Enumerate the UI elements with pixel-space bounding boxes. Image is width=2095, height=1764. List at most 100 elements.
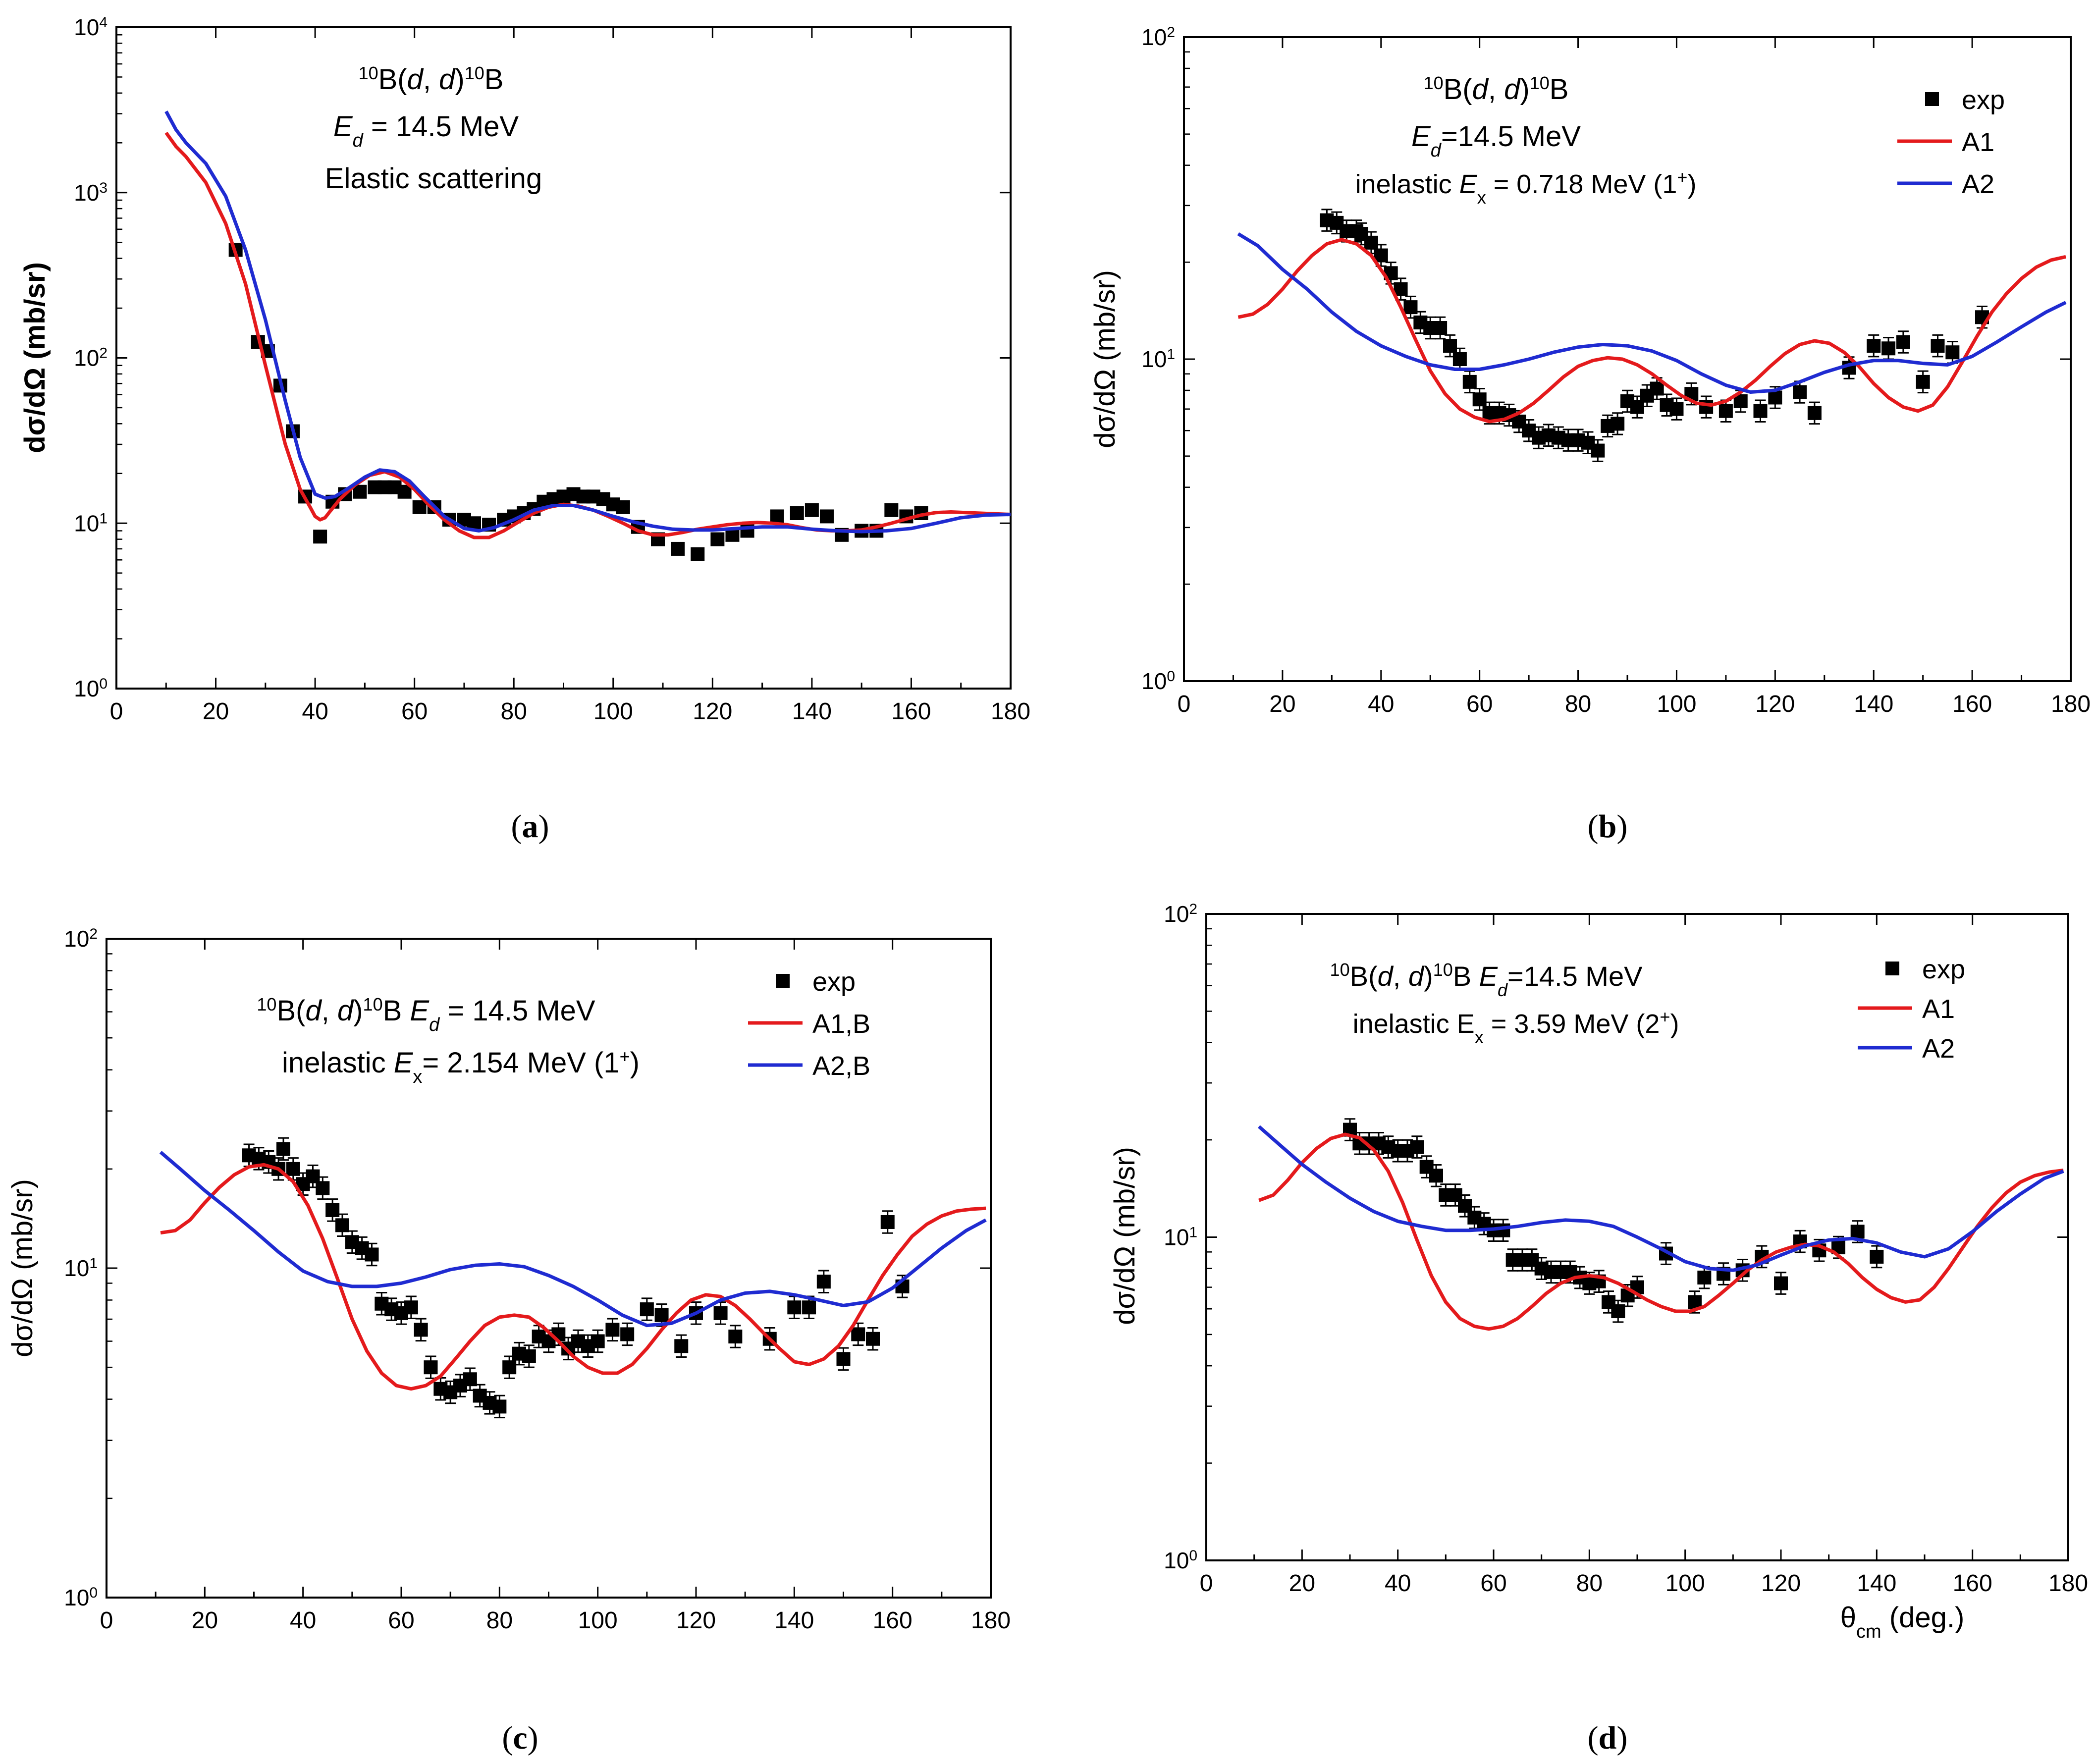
panel-c-x-tick-label: 0 — [100, 1607, 113, 1634]
panel-c-data-point — [591, 1334, 605, 1348]
panel-d-x-tick-label: 0 — [1200, 1570, 1213, 1597]
panel-a-reaction-label: Elastic scattering — [325, 162, 542, 195]
panel-b-series-a2-line — [1237, 232, 2067, 394]
panel-a-y-label: dσ/dΩ (mb/sr) — [19, 262, 51, 453]
panel-c-series — [159, 1137, 987, 1419]
panel-c: 0 20 40 60 80 100 120 140 160 180 100 101 102 dσ/dΩ… — [6, 926, 1011, 1757]
panel-c-data-point — [492, 1399, 507, 1414]
panel-a-series-a2-line — [164, 110, 1011, 534]
panel-b-series-a1-line — [1237, 238, 2066, 424]
panel-d-series-a2-line — [1257, 1125, 2064, 1272]
panel-b-legend-exp-marker — [1925, 92, 1939, 106]
panel-b-data-point — [1650, 381, 1664, 396]
panel-b-title: 10B(d, d)10B — [1424, 73, 1569, 106]
panel-a-data-point — [616, 500, 630, 514]
panel-d-y-label: dσ/dΩ (mb/sr) — [1109, 1147, 1141, 1325]
panel-a-y-tick-label: 104 — [74, 14, 107, 41]
panel-c-data-point — [880, 1215, 895, 1229]
panel-d-x-label: θcm (deg.) — [1840, 1602, 1965, 1642]
panel-b-x-tick-label: 140 — [1854, 691, 1893, 717]
panel-c-y-label: dσ/dΩ (mb/sr) — [6, 1179, 39, 1357]
panel-d-legend-a1-label: A1 — [1922, 994, 1955, 1024]
panel-d-x-tick-label: 60 — [1480, 1570, 1506, 1597]
panel-c-data-point — [620, 1327, 635, 1341]
panel-c-data-point — [463, 1372, 477, 1387]
panel-a-data-point — [671, 541, 685, 556]
panel-c-inelastic-label: inelastic Ex= 2.154 MeV (1+) — [282, 1046, 640, 1088]
panel-c-x-tick-label: 60 — [388, 1607, 414, 1634]
panel-c-y-tick-label: 102 — [64, 926, 98, 952]
panel-a-y-tick-label: 101 — [74, 510, 107, 536]
panel-d-data-point — [1850, 1225, 1865, 1239]
panel-c-data-point — [325, 1203, 340, 1217]
panel-a-data-point — [790, 506, 804, 520]
panel-c-x-tick-label: 80 — [486, 1607, 513, 1634]
panel-d-data-point — [1458, 1199, 1472, 1213]
panel-a-data-point — [819, 509, 834, 524]
panel-a-data-point — [805, 503, 819, 517]
panel-d-data-point — [1774, 1276, 1788, 1290]
panel-d-x-axis: 0 20 40 60 80 100 120 140 160 180 — [1200, 914, 2088, 1597]
panel-b-x-tick-label: 40 — [1368, 691, 1394, 717]
panel-c-x-tick-label: 180 — [971, 1607, 1011, 1634]
panel-b-y-tick-label: 100 — [1141, 668, 1175, 695]
panel-c-x-tick-label: 120 — [676, 1607, 716, 1634]
panel-a-x-tick-label: 60 — [401, 698, 428, 725]
panel-b-y-label: dσ/dΩ (mb/sr) — [1089, 270, 1121, 448]
panel-b-legend-a2-label: A2 — [1962, 169, 1994, 199]
panel-d-x-tick-label: 140 — [1857, 1570, 1896, 1597]
panel-d-legend-exp-marker — [1885, 962, 1899, 975]
panel-d-data-point — [1429, 1169, 1443, 1183]
panel-a-x-tick-label: 160 — [891, 698, 931, 725]
panel-b-x-tick-label: 180 — [2051, 691, 2091, 717]
panel-d-y-axis: 100 101 102 — [1164, 901, 2068, 1573]
panel-d-data-point — [1496, 1223, 1510, 1237]
panel-d: 0 20 40 60 80 100 120 140 160 180 100 101 102 dσ/dΩ… — [1109, 901, 2088, 1757]
panel-a-x-tick-label: 80 — [501, 698, 527, 725]
panel-d-inelastic-label: inelastic Ex = 3.59 MeV (2+) — [1353, 1007, 1679, 1047]
panel-a-y-axis: 100 101 102 103 104 — [74, 14, 1011, 701]
panel-b-series — [1237, 209, 2067, 462]
panel-a-x-tick-label: 0 — [110, 698, 123, 725]
panel-c-legend-a1-label: A1,B — [812, 1009, 870, 1039]
panel-d-series — [1257, 1118, 2064, 1331]
panel-b-legend: exp A1 A2 — [1897, 85, 2005, 199]
panel-b-data-point — [1462, 374, 1477, 389]
panel-c-data-point — [404, 1300, 418, 1315]
panel-d-x-tick-label: 180 — [2048, 1570, 2088, 1597]
panel-a-x-tick-label: 120 — [693, 698, 732, 725]
panel-b-x-tick-label: 160 — [1952, 691, 1992, 717]
panel-c-x-tick-label: 20 — [192, 1607, 218, 1634]
panel-b-caption: (b) — [1588, 808, 1628, 845]
panel-b-data-point — [1669, 402, 1684, 416]
panel-b-data-point — [1793, 385, 1807, 399]
panel-b-data-point — [1945, 345, 1960, 360]
panel-c-data-point — [424, 1360, 438, 1375]
panel-a-x-tick-label: 20 — [203, 698, 229, 725]
panel-c-data-point — [674, 1339, 689, 1353]
panel-c-data-point — [502, 1360, 517, 1375]
panel-b-data-point — [1881, 341, 1896, 356]
panel-c-data-point — [306, 1169, 320, 1183]
panel-b-data-point — [1896, 335, 1910, 349]
panel-b-data-point — [1807, 406, 1822, 420]
panel-b-data-point — [1768, 390, 1782, 405]
panel-d-caption: (d) — [1588, 1720, 1628, 1756]
panel-b-data-point — [1931, 339, 1945, 353]
panel-c-x-tick-label: 160 — [873, 1607, 913, 1634]
panel-b-x-tick-label: 80 — [1565, 691, 1591, 717]
panel-c-title: 10B(d, d)10B Ed = 14.5 MeV — [257, 994, 595, 1036]
panel-c-data-point — [816, 1275, 831, 1289]
panel-a: 0 20 40 60 80 100 120 140 160 180 100 101 102 103 104… — [19, 14, 1030, 845]
panel-a-data-point — [691, 547, 705, 561]
panel-a-data-point — [710, 532, 725, 546]
panel-d-x-tick-label: 120 — [1761, 1570, 1801, 1597]
panel-c-legend-a2-label: A2,B — [812, 1051, 870, 1081]
panel-d-y-tick-label: 102 — [1164, 901, 1197, 927]
panel-b-x-tick-label: 0 — [1178, 691, 1191, 717]
panel-c-data-point — [802, 1300, 816, 1315]
panel-c-series-a1-line — [160, 1163, 986, 1391]
panel-b-x-tick-label: 120 — [1755, 691, 1795, 717]
